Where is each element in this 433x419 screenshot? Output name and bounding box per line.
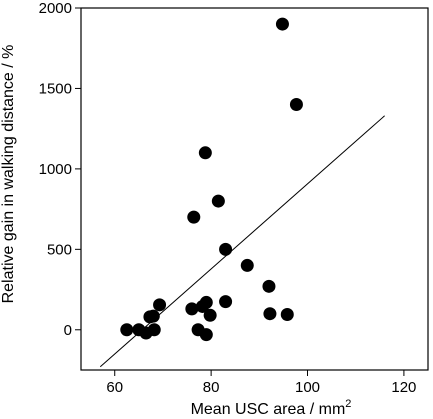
y-tick-label: 500	[47, 241, 72, 258]
data-point	[203, 308, 217, 322]
axis-ticks	[75, 7, 405, 376]
plot-frame	[80, 7, 429, 371]
y-tick-label: 1500	[39, 80, 72, 97]
data-point	[198, 146, 212, 160]
data-points	[120, 17, 303, 342]
data-point	[199, 328, 213, 342]
data-point	[263, 307, 277, 321]
y-tick-label: 2000	[39, 0, 72, 17]
y-tick-label: 1000	[39, 161, 72, 178]
data-point	[185, 302, 199, 316]
data-point	[153, 298, 167, 312]
data-point	[289, 98, 303, 112]
data-point	[219, 242, 233, 256]
data-point	[147, 323, 161, 337]
x-tick-label: 80	[203, 379, 220, 396]
x-tick-label: 120	[391, 379, 416, 396]
x-tick-label: 100	[295, 379, 320, 396]
trend-line	[99, 115, 385, 368]
data-point	[275, 17, 289, 31]
data-point	[120, 323, 134, 337]
x-tick-label: 60	[106, 379, 123, 396]
data-point	[187, 210, 201, 224]
x-axis-title-superscript: 2	[345, 398, 351, 410]
data-point	[211, 194, 225, 208]
data-point	[219, 295, 233, 309]
data-point	[240, 258, 254, 272]
data-point	[280, 307, 294, 321]
data-point	[146, 309, 160, 323]
data-point	[199, 295, 213, 309]
y-tick-label: 0	[64, 322, 72, 339]
y-axis-title: Relative gain in walking distance / %	[0, 45, 17, 304]
data-point	[262, 279, 276, 293]
axis-tick-labels: 60 80 100 120 0 500 1000 1500 2000	[39, 0, 417, 396]
x-axis-title: Mean USC area / mm2	[191, 398, 352, 418]
